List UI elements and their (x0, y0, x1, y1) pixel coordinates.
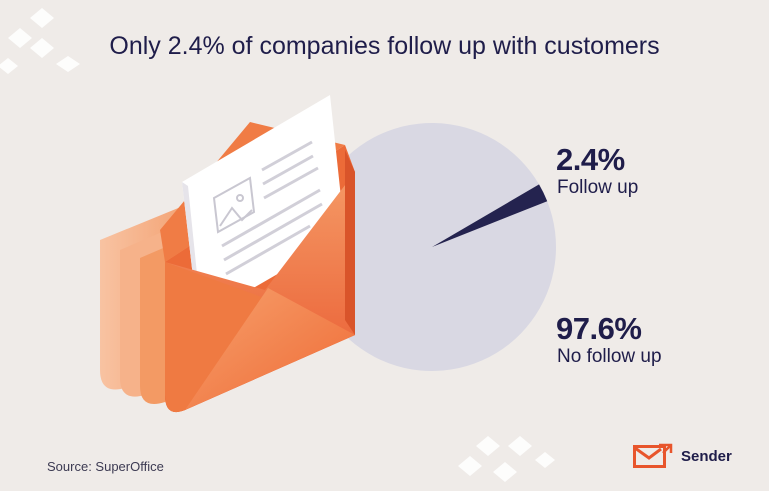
follow-up-value: 2.4% (556, 142, 625, 177)
sender-logo-icon (633, 443, 673, 468)
chart-title: Only 2.4% of companies follow up with cu… (109, 32, 660, 60)
envelope-with-letter-icon (100, 95, 355, 413)
no-follow-up-label: No follow up (557, 346, 662, 367)
decorative-diamonds-top (0, 8, 80, 74)
letter-paper (182, 95, 345, 323)
pie-slice-follow-up (432, 184, 548, 247)
sender-logo: Sender (633, 443, 732, 469)
brand-name: Sender (681, 447, 732, 465)
pie-slice-no-follow-up (308, 123, 557, 372)
no-follow-up-value: 97.6% (556, 311, 642, 346)
image-placeholder-icon (212, 176, 256, 234)
pie-chart (308, 123, 557, 372)
letter-text-lines (221, 140, 323, 276)
decorative-diamonds-bottom (458, 436, 555, 482)
follow-up-label: Follow up (557, 177, 639, 198)
source-note: Source: SuperOffice (47, 459, 164, 474)
